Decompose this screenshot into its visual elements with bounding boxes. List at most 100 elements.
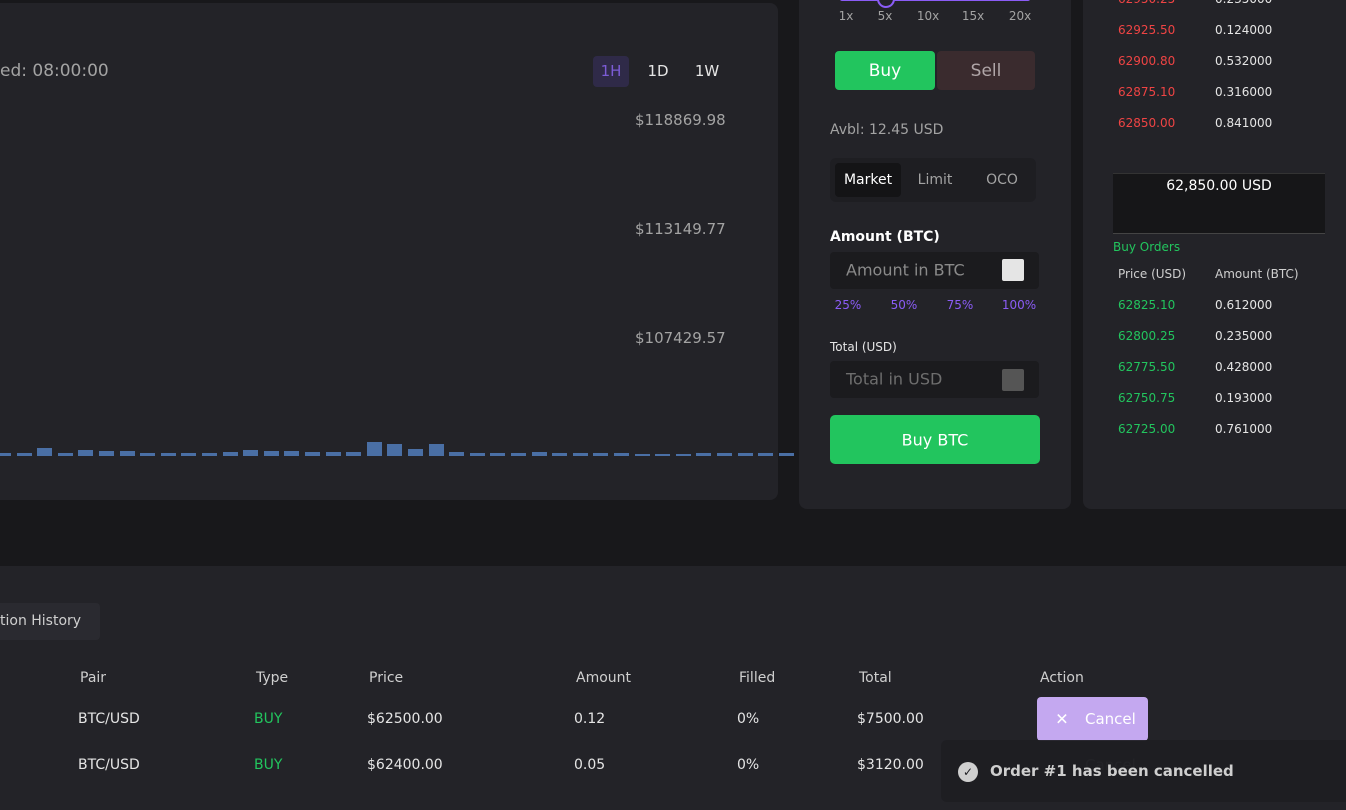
volume-bar	[511, 453, 526, 456]
leverage-label: 20x	[1008, 9, 1032, 23]
total-spinner	[1002, 369, 1024, 391]
buy-price: 62775.50	[1118, 360, 1176, 374]
sell-amount: 0.235000	[1215, 0, 1272, 6]
total-placeholder: Total in USD	[846, 369, 943, 389]
volume-bar	[490, 453, 506, 456]
buy-price: 62800.25	[1118, 329, 1176, 343]
cell: $7500.00	[857, 711, 924, 727]
volume-bar	[119, 451, 135, 456]
sell-amount: 0.316000	[1215, 85, 1273, 99]
timeframe-label: 1H	[600, 62, 622, 80]
buy-amount: 0.235000	[1215, 329, 1273, 343]
cell: 0.05	[574, 757, 606, 773]
cancel-button[interactable]	[1037, 697, 1148, 741]
submit-button[interactable]	[830, 415, 1040, 464]
buy-price: 62825.10	[1118, 298, 1176, 312]
volume-bar	[634, 454, 650, 456]
sell-tab[interactable]	[937, 51, 1035, 90]
column-header: Type	[256, 670, 289, 686]
toast-message: Order #1 has been cancelled	[990, 762, 1234, 780]
volume-bar	[202, 453, 217, 456]
buy-price: 62750.75	[1118, 391, 1176, 405]
volume-bar	[778, 453, 794, 456]
available-balance: Avbl: 12.45 USD	[830, 122, 944, 138]
volume-bar	[0, 453, 11, 456]
volume-bar	[140, 453, 156, 456]
toast-icon	[958, 762, 978, 782]
price-label: $107429.57	[635, 329, 726, 347]
percent-option: 75%	[946, 298, 974, 312]
volume-bar	[181, 453, 197, 456]
column-header: Price	[369, 670, 404, 686]
sell-price: 62875.10	[1118, 85, 1176, 99]
volume-bar	[572, 453, 588, 456]
cell: BTC/USD	[78, 711, 140, 727]
volume-bar	[675, 454, 691, 456]
cell: BTC/USD	[78, 757, 140, 773]
cell: BUY	[254, 757, 283, 773]
amount-placeholder: Amount in BTC	[846, 260, 965, 280]
leverage-label: 15x	[961, 9, 985, 23]
amount-label: Amount (BTC)	[830, 229, 940, 245]
buy-tab-label: Buy	[868, 61, 902, 81]
cancel-label: Cancel	[1085, 710, 1136, 728]
order-type-tab: OCO	[986, 172, 1018, 188]
buy-amount: 0.612000	[1215, 298, 1273, 312]
volume-bar	[366, 442, 382, 456]
timeframe-button[interactable]	[593, 56, 629, 87]
order-type-tab: Market	[843, 172, 893, 188]
volume-bar	[325, 452, 341, 456]
volume-bar	[99, 451, 114, 456]
cell: 0%	[737, 711, 760, 727]
volume-bar	[593, 453, 609, 456]
column-header: Action	[1040, 670, 1084, 686]
volume-bar	[160, 453, 176, 456]
volume-bar	[37, 448, 53, 456]
buy-tab[interactable]	[835, 51, 935, 90]
toast-check: ✓	[962, 765, 974, 779]
chart-panel	[0, 3, 778, 500]
volume-bar	[737, 453, 753, 456]
sell-amount: 0.532000	[1215, 54, 1273, 68]
order-book-panel	[1083, 0, 1346, 509]
percent-option: 25%	[834, 298, 862, 312]
percent-option: 50%	[890, 298, 918, 312]
toast	[941, 740, 1346, 802]
timeframe-label: 1D	[647, 62, 669, 80]
volume-bar	[284, 451, 300, 456]
order-type-active	[835, 163, 901, 197]
sell-price: 62850.00	[1118, 116, 1176, 130]
volume-bar	[717, 453, 732, 456]
leverage-label: 10x	[916, 9, 940, 23]
column-header: Filled	[739, 670, 776, 686]
cell: $62400.00	[367, 757, 443, 773]
amount-spinner	[1002, 259, 1024, 281]
volume-bar	[263, 451, 279, 456]
buy-amount: 0.428000	[1215, 360, 1273, 374]
buy-orders-title: Buy Orders	[1113, 240, 1181, 254]
column-header: Amount	[576, 670, 632, 686]
volume-bar	[614, 453, 629, 456]
mid-price-box	[1113, 173, 1325, 234]
volume-bar	[346, 452, 362, 456]
buy-amount: 0.193000	[1215, 391, 1273, 405]
buy-amount: 0.761000	[1215, 422, 1273, 436]
order-type-tab: Limit	[917, 172, 953, 188]
volume-bar	[428, 444, 444, 456]
sell-price: 62925.50	[1118, 23, 1176, 37]
countdown: ed: 08:00:00	[0, 61, 109, 81]
cancel-icon: ✕	[1055, 709, 1069, 729]
volume-bar	[387, 444, 403, 456]
volume-bar	[696, 453, 712, 456]
column-header: Total	[859, 670, 892, 686]
volume-bar	[449, 452, 465, 456]
volume-bar	[78, 450, 94, 456]
history-tab[interactable]	[0, 603, 100, 640]
timeframe-label: 1W	[694, 62, 720, 80]
total-label: Total (USD)	[830, 340, 897, 354]
book-column: Amount (BTC)	[1215, 267, 1299, 281]
buy-price: 62725.00	[1118, 422, 1176, 436]
volume-bar	[552, 453, 568, 456]
volume-bar	[531, 452, 547, 456]
